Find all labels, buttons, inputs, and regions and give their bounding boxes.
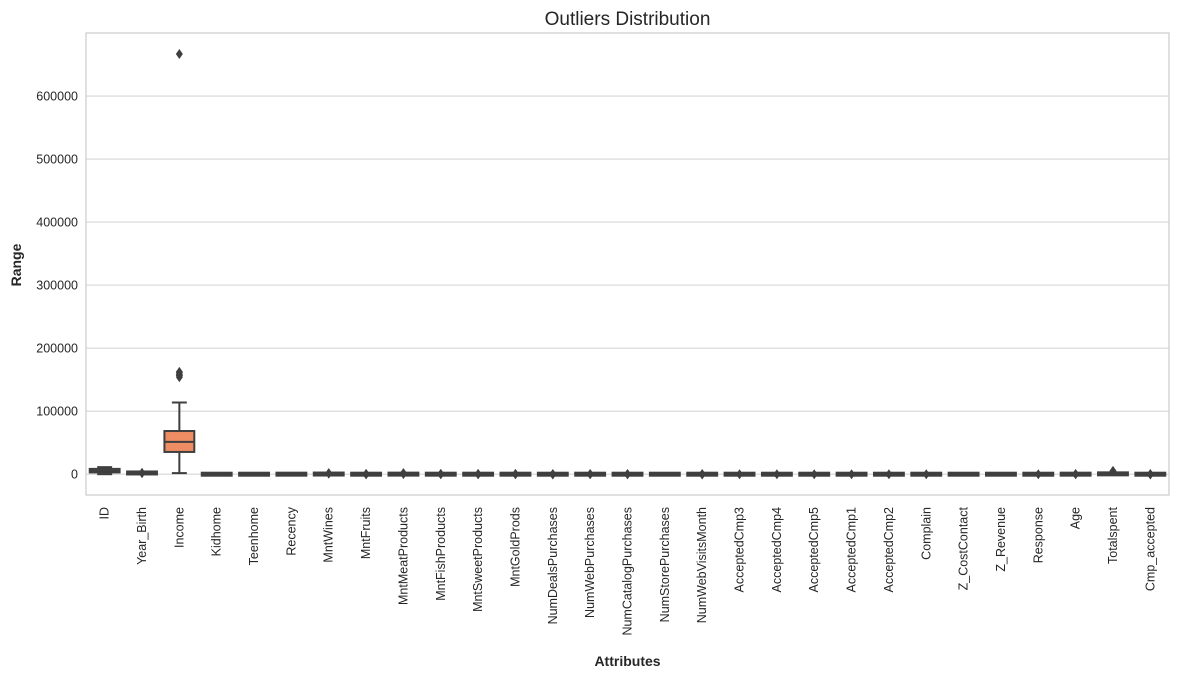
outlier-point <box>362 469 370 480</box>
x-tick-label: Kidhome <box>210 507 224 556</box>
outlier-point <box>885 469 893 480</box>
x-tick-label: NumWebVisitsMonth <box>695 507 709 623</box>
x-tick-label: Teenhome <box>247 507 261 565</box>
x-tick-label: AcceptedCmp1 <box>845 507 859 593</box>
y-tick-labels: 0 100000 200000 300000 400000 500000 600000 <box>36 90 78 482</box>
x-tick-label: Age <box>1069 507 1083 529</box>
outlier-point <box>1109 465 1117 476</box>
outlier-point <box>1146 469 1154 480</box>
x-tick-label: Totalspent <box>1106 506 1120 564</box>
outlier-point <box>848 469 856 480</box>
x-tick-label: Complain <box>919 507 933 560</box>
x-tick-label: MntFishProducts <box>434 507 448 601</box>
outlier-point <box>624 469 631 480</box>
y-tick-label: 300000 <box>36 279 78 293</box>
x-tick-label: MntGoldProds <box>508 507 522 587</box>
box-group-mntfishproducts <box>424 469 457 480</box>
x-tick-label: NumStorePurchases <box>658 507 672 622</box>
x-tick-label: NumCatalogPurchases <box>621 507 635 636</box>
box-group-response <box>1022 469 1055 480</box>
outlier-point <box>474 469 482 480</box>
box-group-mntsweetproducts <box>462 469 495 480</box>
outlier-point <box>175 366 183 377</box>
y-tick-label: 200000 <box>36 342 78 356</box>
y-tick-label: 400000 <box>36 216 78 230</box>
outlier-point <box>511 468 519 479</box>
x-tick-label: Recency <box>284 506 298 555</box>
x-tick-label: NumDealsPurchases <box>546 507 560 624</box>
box-group-acceptedcmp2 <box>872 469 905 480</box>
box-group-z-revenue <box>985 471 1017 477</box>
outlier-point <box>1034 469 1042 480</box>
outlier-point <box>175 49 183 60</box>
box-group-cmp-accepted <box>1134 469 1167 480</box>
outlier-point <box>773 469 781 480</box>
x-tick-label: AcceptedCmp3 <box>733 507 747 593</box>
x-tick-label: ID <box>98 507 112 520</box>
y-axis-label: Range <box>8 243 24 286</box>
y-tick-label: 0 <box>71 468 78 482</box>
x-tick-label: AcceptedCmp4 <box>770 507 784 593</box>
outlier-point <box>698 469 706 480</box>
box-group-mntwines <box>312 468 345 479</box>
y-tick-label: 600000 <box>36 90 78 104</box>
x-tick-label: Year_Birth <box>135 507 149 565</box>
outlier-point <box>325 468 333 479</box>
x-tick-label: Z_CostContact <box>957 506 971 590</box>
box-group-age <box>1059 469 1092 480</box>
x-tick-label: NumWebPurchases <box>583 507 597 618</box>
x-tick-label: AcceptedCmp5 <box>807 507 821 593</box>
box-group-mntfruits <box>350 469 383 480</box>
x-tick-label: Z_Revenue <box>994 507 1008 572</box>
box-group-mntmeatproducts <box>387 468 420 479</box>
y-tick-label: 100000 <box>36 405 78 419</box>
box-group-mntgoldprods <box>499 468 532 480</box>
box-group-z-costcontact <box>947 471 980 477</box>
outlier-point <box>1072 469 1080 480</box>
box-group-acceptedcmp5 <box>798 469 831 480</box>
x-tick-label: MntWines <box>322 507 336 563</box>
box-group-recency <box>275 471 308 477</box>
outlier-point <box>138 468 146 479</box>
outlier-point <box>810 469 818 480</box>
x-tick-labels: ID Year_Birth Income Kidhome Teenhome Recency… <box>98 506 1158 635</box>
box-group-numcatalogpurchases <box>611 469 644 480</box>
x-tick-label: MntSweetProducts <box>471 507 485 612</box>
box-group-id <box>88 466 121 476</box>
box-group-complain <box>910 469 943 480</box>
x-axis-label: Attributes <box>594 653 660 669</box>
x-tick-label: MntMeatProducts <box>396 507 410 605</box>
chart-title: Outliers Distribution <box>545 9 711 30</box>
box-group-kidhome <box>200 471 233 477</box>
box-group-acceptedcmp1 <box>835 469 868 480</box>
outlier-point <box>549 469 557 480</box>
y-tick-label: 500000 <box>36 153 78 167</box>
box-group-numwebpurchases <box>574 469 607 480</box>
box-group-year-birth <box>126 468 158 479</box>
axes-frame <box>85 32 1170 496</box>
box-group-numdealspurchases <box>536 469 569 480</box>
outlier-point <box>586 469 594 480</box>
boxes-layer <box>88 49 1167 480</box>
box-group-acceptedcmp4 <box>760 469 793 480</box>
box-group-numstorepurchases <box>648 471 681 477</box>
box-group-acceptedcmp3 <box>723 469 756 480</box>
x-tick-label: Response <box>1031 507 1045 563</box>
box-group-numwebvisitsmonth <box>686 469 719 480</box>
x-tick-label: AcceptedCmp2 <box>882 507 896 593</box>
box-group-income <box>163 49 196 475</box>
box-group-totalspent <box>1097 465 1129 477</box>
outlier-point <box>736 469 744 480</box>
x-tick-label: Income <box>172 507 186 548</box>
x-tick-label: MntFruits <box>359 507 373 559</box>
box-group-teenhome <box>238 471 270 477</box>
outlier-point <box>922 469 930 480</box>
outlier-point <box>437 469 445 480</box>
outlier-point <box>399 468 407 479</box>
x-tick-label: Cmp_accepted <box>1143 507 1157 591</box>
